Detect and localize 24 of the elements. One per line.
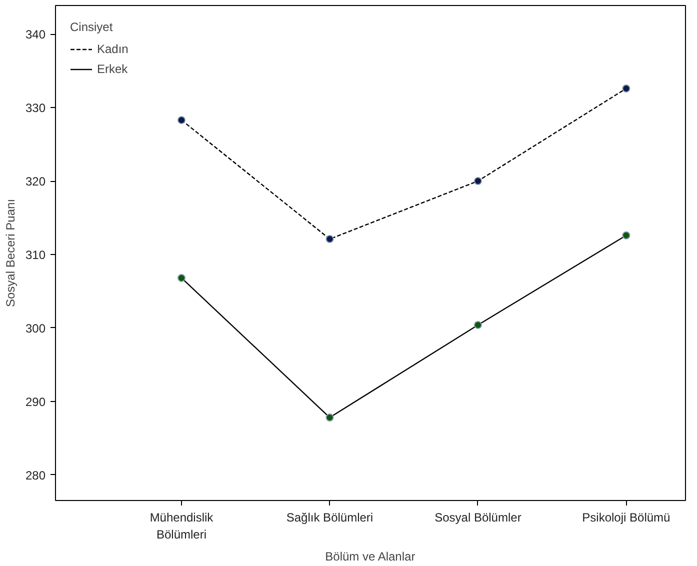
x-tick-label: Mühendislik Bölümleri — [150, 510, 214, 542]
point — [178, 274, 186, 282]
y-tick-label: 320 — [25, 174, 46, 189]
point — [474, 320, 482, 329]
y-tick-label: 280 — [25, 468, 46, 482]
y-axis-title: Sosyal Beceri Puanı — [3, 198, 18, 308]
point — [474, 177, 482, 186]
y-tick-label: 330 — [25, 101, 46, 116]
y-tick-label: 310 — [25, 248, 46, 262]
legend-label: Kadın — [97, 42, 128, 56]
y-tick-label: 300 — [25, 321, 46, 336]
legend-label: Erkek — [97, 62, 128, 76]
point — [326, 235, 334, 244]
x-tick-label: Sosyal Bölümler — [434, 510, 522, 524]
x-tick-label: Psikoloji Bölümü — [582, 510, 670, 524]
point — [326, 414, 334, 422]
point — [622, 84, 630, 92]
x-axis-title: Bölüm ve Alanlar — [325, 549, 416, 564]
point — [178, 116, 186, 124]
legend-title: Cinsiyet — [70, 20, 114, 34]
x-tick-label: Sağlık Bölümleri — [286, 510, 374, 524]
y-tick-label: 340 — [25, 28, 46, 42]
point — [622, 231, 630, 240]
y-tick-label: 290 — [25, 394, 46, 409]
